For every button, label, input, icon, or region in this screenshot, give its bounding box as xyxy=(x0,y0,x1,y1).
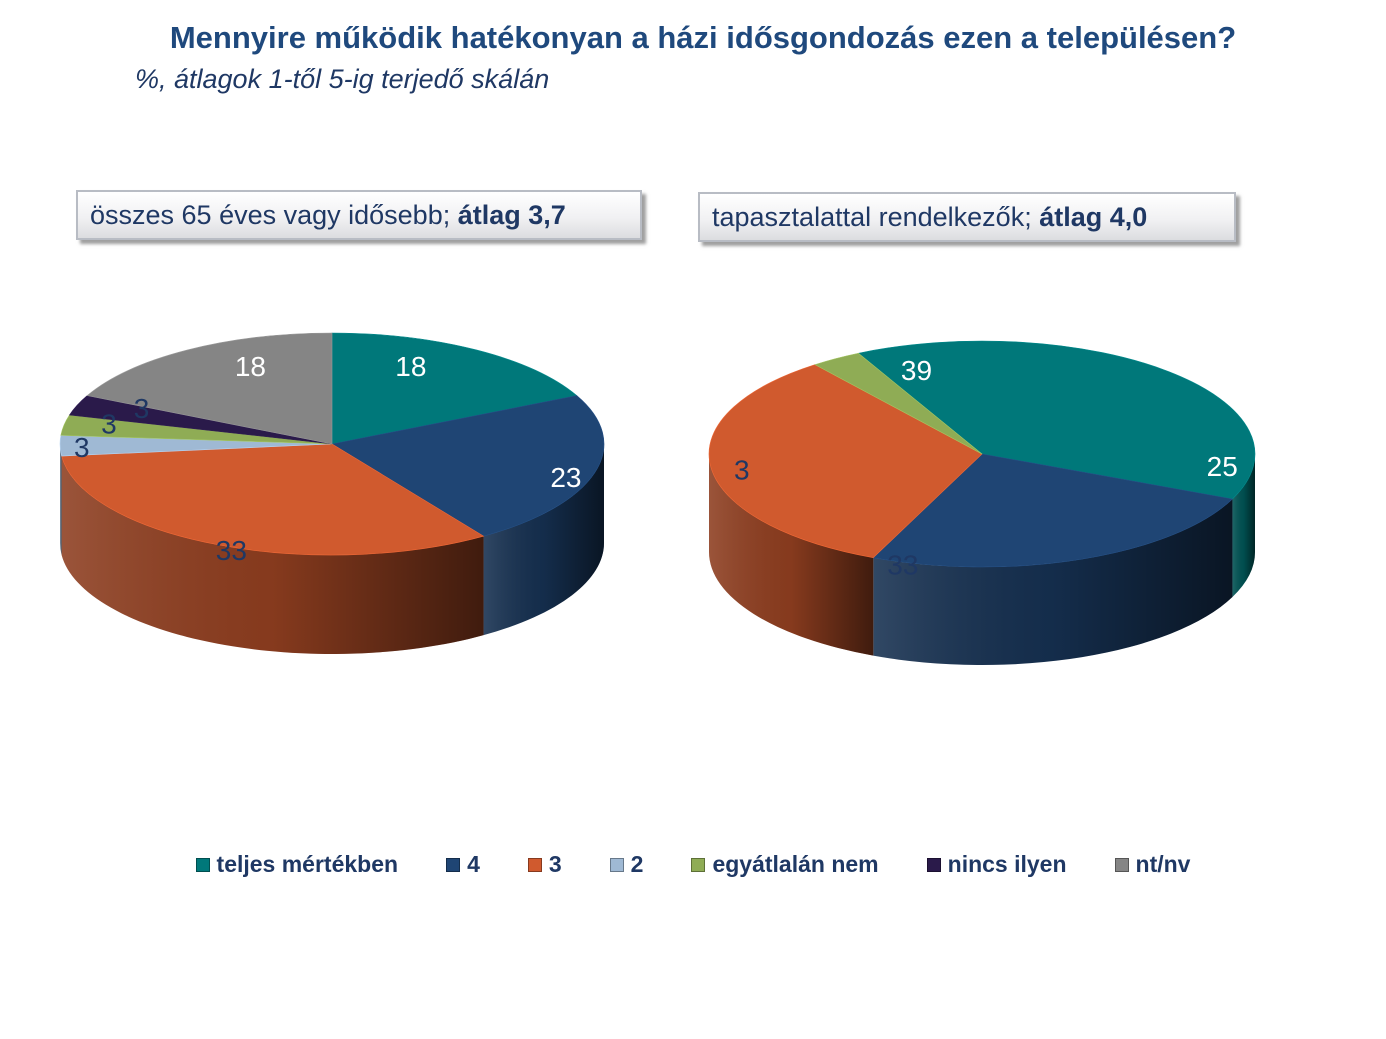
legend-swatch xyxy=(1114,857,1129,872)
legend-item: 4 xyxy=(446,851,480,878)
legend-item: egyátlalán nem xyxy=(691,851,879,878)
left-pie-label-box: összes 65 éves vagy idősebb; átlag 3,7 xyxy=(76,190,642,240)
legend-swatch xyxy=(195,857,210,872)
pie-data-label: 18 xyxy=(395,351,426,382)
left-pie-label-average: átlag 3,7 xyxy=(457,200,566,230)
chart-title: Mennyire működik hatékonyan a házi idősg… xyxy=(169,20,1237,55)
legend-swatch xyxy=(926,857,941,872)
pie-slice xyxy=(814,352,983,455)
pie-slice-side-shade xyxy=(709,454,874,656)
pie-slice-side-shade xyxy=(1232,454,1255,598)
chart-legend: teljes mértékben 4 3 2 egyátlalán nem ni… xyxy=(0,851,1386,878)
legend-swatch xyxy=(609,857,624,872)
legend-label: 4 xyxy=(467,851,480,877)
legend-label: teljes mértékben xyxy=(216,851,399,877)
pie-slice xyxy=(708,364,983,558)
chart-subtitle: %, átlagok 1-től 5-ig terjedő skálán xyxy=(135,64,550,94)
legend-swatch xyxy=(691,857,706,872)
pie-data-label: 25 xyxy=(1207,451,1238,482)
pie-slice xyxy=(857,340,1256,500)
right-pie-label-average: átlag 4,0 xyxy=(1039,202,1148,232)
legend-label: nt/nv xyxy=(1135,851,1191,877)
pie-data-label: 23 xyxy=(550,462,581,493)
pie-top xyxy=(708,340,1256,568)
pie-data-label: 3 xyxy=(734,454,750,485)
pie-slice xyxy=(872,453,1234,568)
legend-label: nincs ilyen xyxy=(947,851,1067,877)
legend-label: 3 xyxy=(548,851,562,877)
pie-data-label: 33 xyxy=(216,535,247,566)
legend-label: egyátlalán nem xyxy=(712,851,879,877)
pie-top xyxy=(59,332,605,556)
pie-slice-side-shade xyxy=(61,456,484,655)
pie-data-label: 3 xyxy=(134,393,150,424)
legend-swatch xyxy=(527,857,542,872)
pie-data-label: 33 xyxy=(887,549,918,580)
legend-item: teljes mértékben xyxy=(195,851,399,878)
pie-slice xyxy=(331,395,605,537)
legend-item: 2 xyxy=(609,851,644,878)
pie-slice-side-shade xyxy=(873,499,1233,665)
pie-side-walls xyxy=(60,444,604,655)
pie-side-walls xyxy=(709,454,1255,665)
pie-data-label: 3 xyxy=(101,409,117,440)
right-pie-label-text: tapasztalattal rendelkezők; xyxy=(712,202,1040,232)
pie-data-label: 18 xyxy=(235,351,266,382)
right-pie-label-box: tapasztalattal rendelkezők; átlag 4,0 xyxy=(698,192,1236,242)
legend-swatch xyxy=(446,857,461,872)
legend-item: nt/nv xyxy=(1114,851,1191,878)
pie-slice-side-shade xyxy=(483,444,604,636)
left-pie-label-text: összes 65 éves vagy idősebb; xyxy=(90,200,458,230)
legend-item: 3 xyxy=(527,851,562,878)
pie-data-label: 3 xyxy=(74,432,90,463)
pie-slice-side-shade xyxy=(60,444,62,556)
pie-slice xyxy=(61,443,485,556)
legend-item: nincs ilyen xyxy=(926,851,1067,878)
pie-data-label: 39 xyxy=(901,355,932,386)
legend-label: 2 xyxy=(630,851,644,877)
pie-slice xyxy=(331,332,578,445)
pie-slice xyxy=(86,332,333,445)
